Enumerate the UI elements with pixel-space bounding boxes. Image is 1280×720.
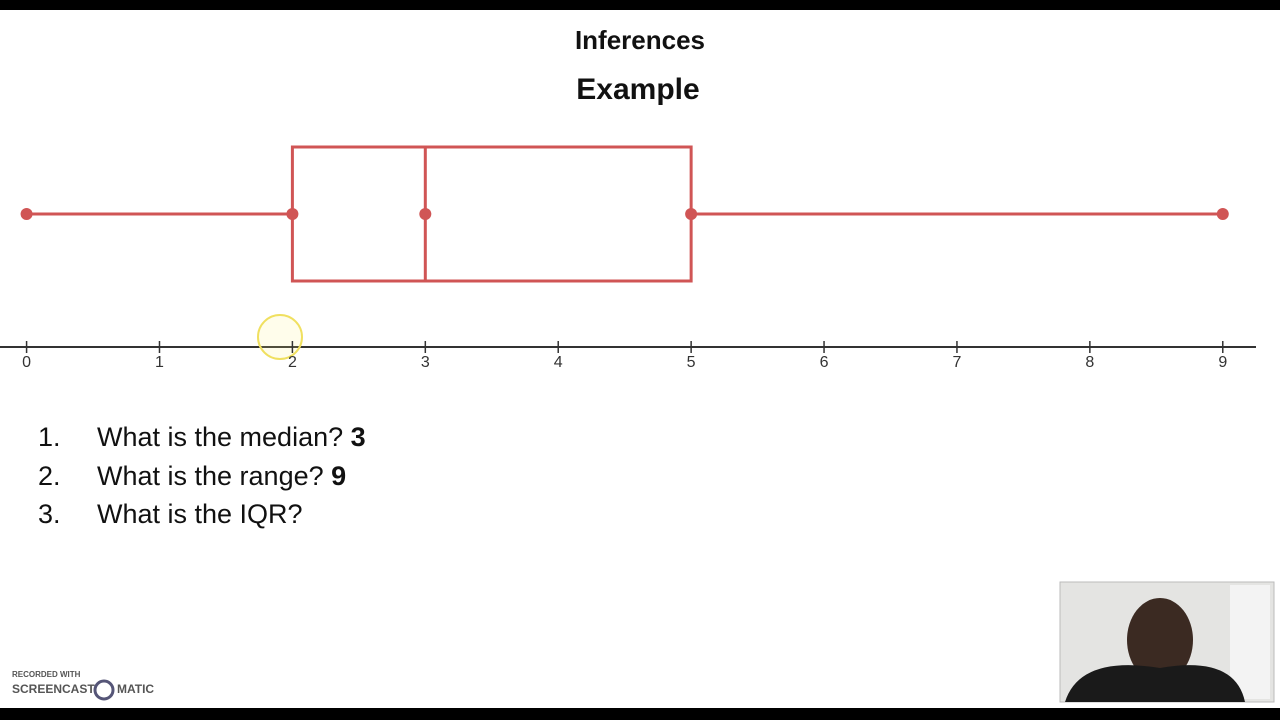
chart-title: Inferences	[575, 25, 705, 55]
watermark: RECORDED WITH SCREENCAST MATIC	[12, 670, 154, 701]
bottom-bar	[0, 708, 1280, 720]
question-number: 1.	[38, 422, 61, 452]
watermark-line3: MATIC	[117, 682, 154, 696]
x-tick-label: 1	[155, 354, 164, 371]
x-tick-label: 5	[687, 354, 696, 371]
question-body: What is the range? 9	[97, 457, 346, 495]
webcam-door	[1230, 585, 1270, 699]
point-q1	[286, 208, 299, 220]
x-tick-label: 7	[952, 354, 961, 371]
question-body: What is the IQR?	[97, 495, 303, 533]
box	[290, 145, 693, 283]
cursor-highlight	[257, 314, 303, 360]
question-text: What is the range?	[97, 460, 324, 491]
watermark-line2: SCREENCAST	[12, 682, 95, 696]
x-tick-label: 3	[421, 354, 430, 371]
point-q3	[685, 208, 698, 220]
question-text: What is the median?	[97, 422, 344, 452]
question-answer: 3	[350, 422, 366, 452]
webcam	[1059, 581, 1275, 703]
question-number: 3.	[38, 499, 61, 529]
x-tick-label: 6	[820, 354, 829, 371]
webcam-head	[1127, 598, 1193, 682]
watermark-logo	[93, 679, 115, 701]
x-tick-label: 2	[288, 354, 297, 371]
x-tick-label: 0	[22, 354, 31, 371]
top-bar	[0, 0, 1280, 10]
webcam-body	[1065, 665, 1245, 702]
watermark-line1: RECORDED WITH	[12, 670, 81, 679]
x-tick-label: 8	[1085, 354, 1094, 371]
x-tick-label: 4	[554, 354, 563, 371]
question-text: What is the IQR?	[97, 499, 303, 529]
question-body: What is the median? 3	[97, 418, 366, 456]
x-tick-label: 9	[1218, 354, 1227, 371]
question-answer: 9	[331, 460, 347, 491]
point-median	[419, 208, 432, 220]
chart-subtitle: Example	[576, 73, 699, 106]
point-max	[1216, 208, 1229, 220]
point-min	[20, 208, 33, 220]
question-number: 2.	[38, 460, 61, 491]
